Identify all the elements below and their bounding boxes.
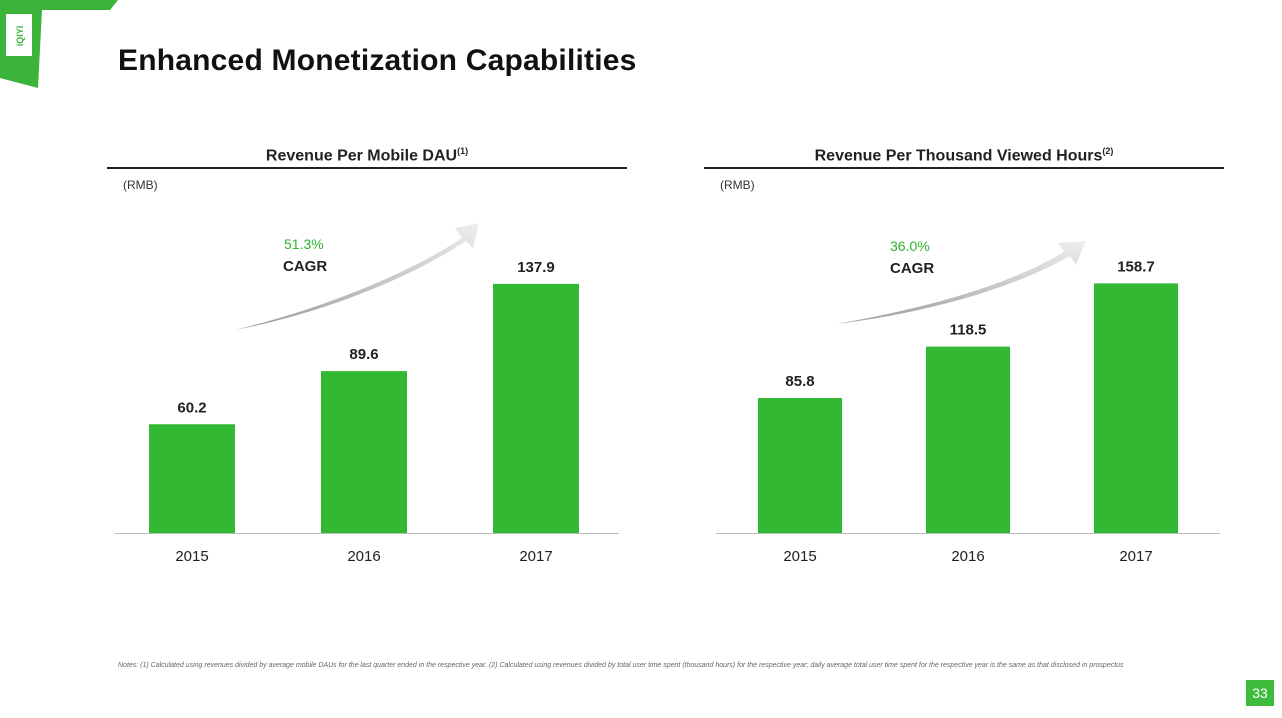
chart-panel-revenue-per-mobile-dau: Revenue Per Mobile DAU(1) (RMB) 51.3% CA… — [107, 140, 627, 570]
x-tick-2016: 2016 — [951, 548, 984, 565]
data-label-2016: 89.6 — [349, 346, 378, 363]
cagr-value: 51.3% — [284, 236, 324, 252]
page-title: Enhanced Monetization Capabilities — [118, 44, 637, 77]
page-number: 33 — [1246, 680, 1274, 706]
bar-2016 — [321, 371, 407, 533]
title-rule — [107, 167, 627, 169]
brand-logo: iQIYI — [0, 0, 118, 88]
data-label-2015: 60.2 — [177, 399, 206, 416]
cagr-arrow — [235, 223, 479, 330]
bar-2016 — [926, 346, 1010, 533]
title-rule — [704, 167, 1224, 169]
bar-chart: 85.8 2015 118.5 2016 158.7 2017 — [716, 241, 1220, 565]
x-tick-2017: 2017 — [1119, 548, 1152, 565]
data-label-2017: 158.7 — [1117, 258, 1155, 275]
brand-logo-text: iQIYI — [15, 26, 25, 47]
bar-2015 — [149, 424, 235, 533]
data-label-2016: 118.5 — [950, 322, 987, 339]
x-tick-2015: 2015 — [783, 548, 816, 565]
bar-2017 — [493, 283, 579, 533]
data-label-2015: 85.8 — [785, 373, 814, 390]
x-tick-2017: 2017 — [519, 548, 552, 565]
cagr-arrow — [836, 241, 1086, 324]
data-label-2017: 137.9 — [517, 259, 555, 276]
bar-2017 — [1094, 283, 1178, 533]
unit-label: (RMB) — [123, 178, 158, 192]
chart-title: Revenue Per Thousand Viewed Hours(2) — [814, 146, 1114, 165]
x-tick-2016: 2016 — [347, 548, 380, 565]
chart-title: Revenue Per Mobile DAU(1) — [265, 146, 469, 165]
x-tick-2015: 2015 — [175, 548, 208, 565]
bar-chart: 60.2 2015 89.6 2016 137.9 2017 — [115, 223, 619, 565]
cagr-label: CAGR — [283, 258, 328, 275]
cagr-value: 36.0% — [890, 238, 930, 254]
unit-label: (RMB) — [720, 178, 755, 192]
cagr-label: CAGR — [890, 260, 935, 277]
footnotes: Notes: (1) Calculated using revenues div… — [118, 662, 1124, 669]
chart-panel-revenue-per-thousand-viewed-hours: Revenue Per Thousand Viewed Hours(2) (RM… — [704, 140, 1224, 570]
bar-2015 — [758, 398, 842, 533]
